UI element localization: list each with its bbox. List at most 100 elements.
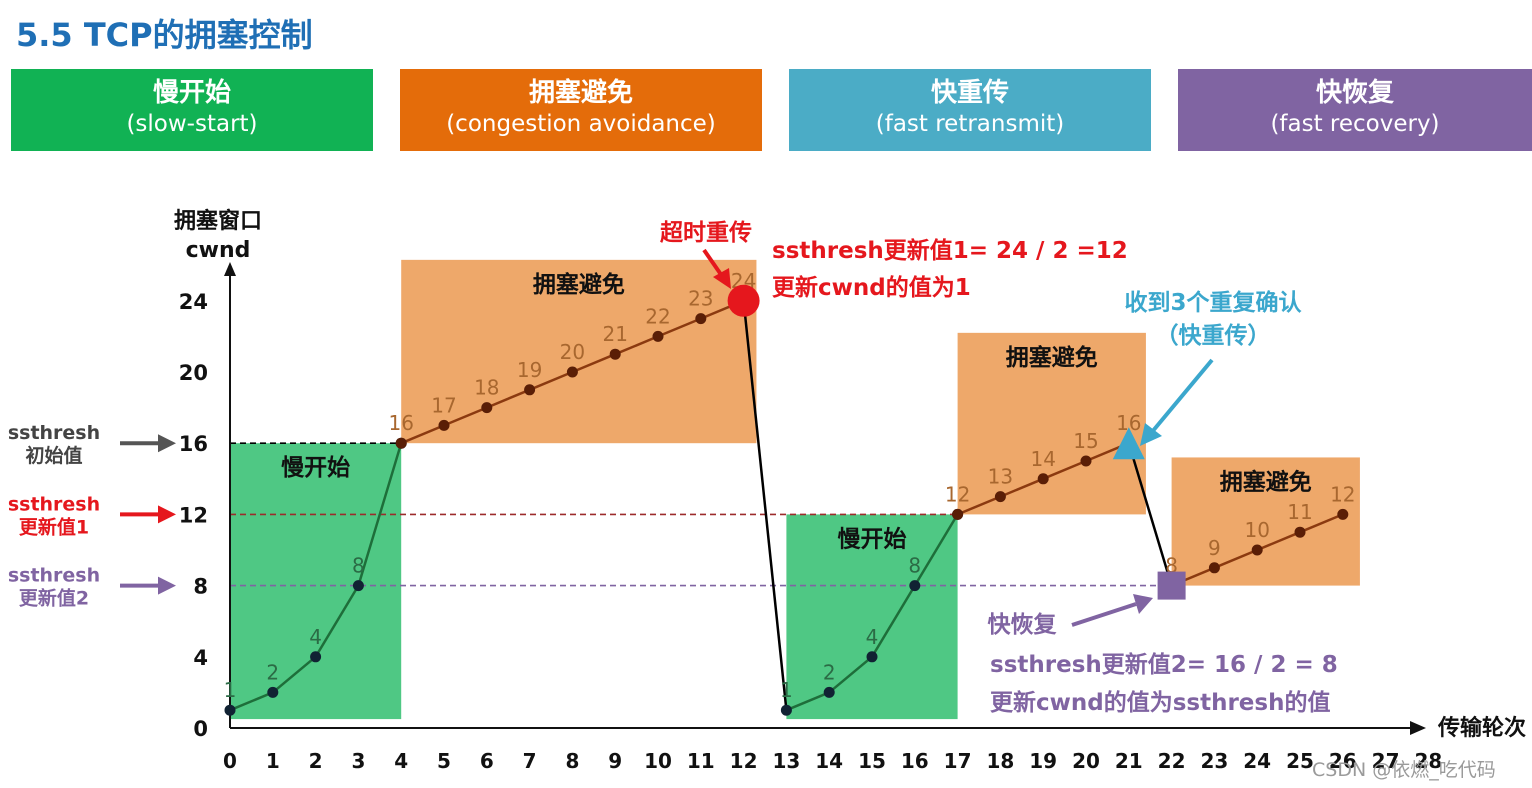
dupack-label: （快重传） — [1156, 322, 1271, 349]
threshold-label: 初始值 — [25, 444, 82, 467]
x-tick-label: 1 — [266, 749, 280, 773]
x-tick-label: 11 — [687, 749, 715, 773]
region-box — [786, 514, 958, 720]
data-label: 2 — [823, 660, 836, 684]
x-tick-label: 15 — [858, 749, 886, 773]
data-point — [780, 704, 792, 716]
fast-recovery-label: 快恢复 — [988, 611, 1058, 638]
data-point — [994, 491, 1006, 503]
data-point — [395, 437, 407, 449]
phase-name: 快重传 — [930, 78, 1009, 108]
x-axis-arrow — [1410, 721, 1426, 735]
data-point — [438, 419, 450, 431]
threshold-arrow-head — [158, 505, 176, 524]
data-label: 1 — [224, 678, 237, 702]
x-tick-label: 7 — [523, 749, 537, 773]
data-point — [909, 580, 921, 592]
phase-name: 快恢复 — [1315, 78, 1394, 108]
data-label: 17 — [431, 393, 456, 417]
data-label: 12 — [1330, 482, 1355, 506]
timeout-note: 更新cwnd的值为1 — [772, 274, 971, 301]
fast-recovery-note: ssthresh更新值2= 16 / 2 = 8 — [990, 651, 1338, 678]
series-line — [742, 300, 788, 711]
data-label: 21 — [602, 322, 627, 346]
data-point — [1337, 508, 1349, 520]
data-label: 8 — [352, 554, 365, 578]
data-label: 15 — [1073, 429, 1098, 453]
data-label: 18 — [474, 376, 499, 400]
region-box — [957, 332, 1146, 515]
data-point — [1294, 526, 1306, 538]
threshold-label: ssthresh — [8, 493, 100, 515]
fast-recovery-note: 更新cwnd的值为ssthresh的值 — [990, 689, 1330, 716]
timeout-note: ssthresh更新值1= 24 / 2 =12 — [772, 237, 1128, 264]
x-tick-label: 9 — [608, 749, 622, 773]
region-label: 拥塞避免 — [533, 271, 625, 298]
data-label: 8 — [908, 554, 921, 578]
x-tick-label: 6 — [480, 749, 494, 773]
data-point — [1208, 562, 1220, 574]
phase-english: (fast recovery) — [1270, 111, 1440, 137]
data-label: 14 — [1030, 447, 1055, 471]
data-label: 23 — [688, 287, 713, 311]
x-tick-label: 18 — [986, 749, 1014, 773]
y-axis-label: cwnd — [186, 238, 251, 263]
phase-english: (slow-start) — [126, 111, 258, 137]
data-label: 11 — [1287, 500, 1312, 524]
y-axis-label: 拥塞窗口 — [174, 208, 262, 234]
threshold-arrow-head — [158, 434, 176, 453]
x-tick-label: 8 — [565, 749, 579, 773]
x-tick-label: 20 — [1072, 749, 1100, 773]
data-label: 4 — [309, 625, 322, 649]
data-point — [609, 348, 621, 360]
phase-congestion-avoidance: 拥塞避免 (congestion avoidance) — [400, 69, 762, 151]
y-tick-label: 16 — [179, 432, 208, 456]
x-tick-label: 5 — [437, 749, 451, 773]
timeout-marker — [727, 284, 760, 317]
dupack-label: 收到3个重复确认 — [1124, 289, 1301, 316]
x-tick-label: 17 — [944, 749, 972, 773]
series-line — [1127, 442, 1173, 586]
x-tick-label: 13 — [772, 749, 800, 773]
data-point — [310, 651, 322, 663]
x-tick-label: 28 — [1414, 749, 1442, 773]
data-point — [352, 580, 364, 592]
x-tick-label: 10 — [644, 749, 672, 773]
data-point — [866, 651, 878, 663]
x-tick-label: 19 — [1029, 749, 1057, 773]
region-box — [230, 443, 402, 720]
x-tick-label: 16 — [901, 749, 929, 773]
data-label: 22 — [645, 304, 670, 328]
data-point — [224, 704, 236, 716]
y-tick-label: 20 — [179, 361, 208, 385]
phase-english: (fast retransmit) — [875, 111, 1065, 137]
page-title: 5.5 TCP的拥塞控制 — [16, 16, 313, 54]
x-tick-label: 22 — [1158, 749, 1186, 773]
y-tick-label: 12 — [179, 503, 208, 527]
region-label: 拥塞避免 — [1006, 344, 1098, 371]
data-label: 20 — [560, 340, 585, 364]
fast-recovery-arrow-shaft — [1071, 602, 1137, 627]
dupack-arrow-head — [1140, 423, 1162, 446]
threshold-arrow-head — [158, 576, 176, 595]
x-tick-label: 0 — [223, 749, 237, 773]
data-point — [695, 313, 707, 325]
data-label: 12 — [945, 482, 970, 506]
data-label: 2 — [266, 660, 279, 684]
point-labels: 1248161718192021222324124812131415168910… — [224, 269, 1356, 702]
x-tick-label: 12 — [730, 749, 758, 773]
threshold-label: ssthresh — [8, 422, 100, 444]
threshold-label: ssthresh — [8, 565, 100, 587]
phase-name: 慢开始 — [152, 78, 231, 108]
data-point — [1080, 455, 1092, 467]
dupack-marker — [1112, 427, 1145, 460]
x-tick-label: 2 — [309, 749, 323, 773]
data-point — [1037, 473, 1049, 485]
x-tick-label: 27 — [1372, 749, 1400, 773]
data-point — [823, 686, 835, 698]
phase-fast-retransmit: 快重传 (fast retransmit) — [789, 69, 1151, 151]
fast-recovery-marker — [1157, 571, 1186, 600]
